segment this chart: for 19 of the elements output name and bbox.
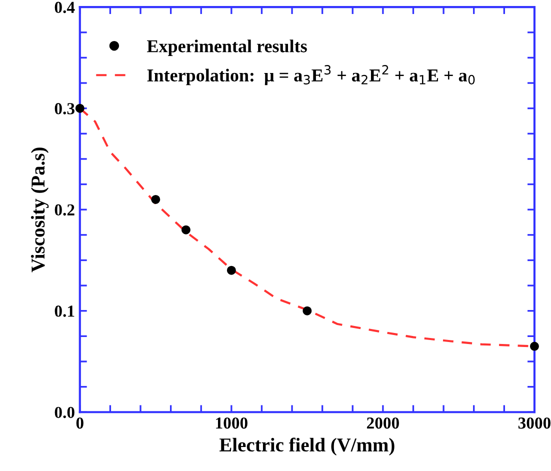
point bbox=[151, 194, 160, 204]
y-tick-label: 0.3 bbox=[54, 103, 74, 114]
y-tick-label: 0.4 bbox=[54, 2, 75, 14]
x-tick-label: 3000 bbox=[518, 417, 550, 429]
legend-label: Experimental results bbox=[147, 40, 307, 56]
y-tick-label: 0.0 bbox=[54, 406, 74, 418]
y-tick-label: 0.2 bbox=[54, 204, 74, 216]
point bbox=[226, 266, 236, 275]
point bbox=[302, 306, 312, 316]
point bbox=[75, 104, 84, 113]
x-tick-label: 0 bbox=[76, 417, 84, 429]
text: Interpolation: μ = a$_{3}$E$^{3}$ + a$_{2}$E$^{2}$ + a$_{1}$E + a$_{0}$ bbox=[147, 65, 475, 86]
x-tick-label: 2000 bbox=[366, 417, 399, 429]
y-tick-label: 0.1 bbox=[54, 306, 74, 317]
y-axis-title: Viscosity (Pa.s) bbox=[30, 148, 49, 272]
x-tick-label: 1000 bbox=[216, 417, 248, 429]
point bbox=[530, 342, 539, 351]
x-axis-title: Electric field (V/mm) bbox=[220, 438, 394, 456]
point bbox=[181, 225, 190, 234]
